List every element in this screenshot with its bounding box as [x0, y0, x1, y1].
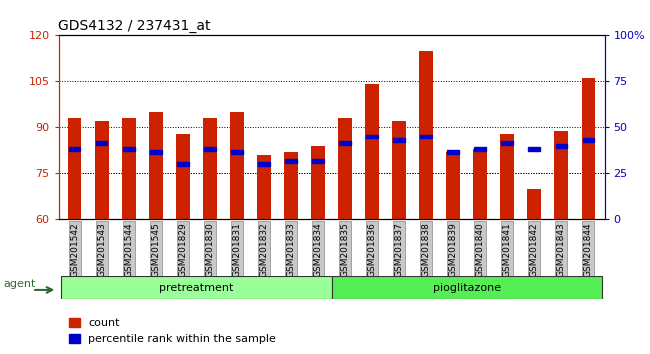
Bar [203, 118, 216, 219]
Bar [332, 276, 602, 299]
Bar [421, 135, 432, 138]
Bar [122, 118, 136, 219]
Bar [367, 135, 378, 138]
Bar [149, 112, 162, 219]
Bar [123, 147, 135, 151]
Bar [177, 162, 188, 166]
Text: GSM201829: GSM201829 [178, 222, 187, 277]
Text: GSM201835: GSM201835 [341, 222, 350, 277]
Text: GSM201833: GSM201833 [287, 222, 296, 277]
Bar [338, 118, 352, 219]
Text: GSM201842: GSM201842 [530, 222, 539, 277]
Bar [473, 149, 487, 219]
Bar [285, 159, 296, 163]
Bar [393, 138, 405, 142]
Text: GSM201543: GSM201543 [98, 222, 106, 277]
Bar [528, 147, 540, 151]
Bar [231, 150, 242, 154]
Text: GSM201544: GSM201544 [124, 222, 133, 277]
Bar [69, 147, 81, 151]
Text: GDS4132 / 237431_at: GDS4132 / 237431_at [58, 19, 211, 33]
Text: GSM201837: GSM201837 [395, 222, 404, 277]
Text: GSM201836: GSM201836 [367, 222, 376, 277]
Bar [393, 121, 406, 219]
Bar [311, 146, 325, 219]
Bar [312, 159, 324, 163]
Bar [554, 131, 568, 219]
Bar [501, 141, 513, 145]
Bar [68, 118, 81, 219]
Bar [258, 162, 270, 166]
Text: GSM201830: GSM201830 [205, 222, 214, 277]
Bar [582, 138, 594, 142]
Text: GSM201831: GSM201831 [233, 222, 241, 277]
Bar [556, 144, 567, 148]
Bar [474, 147, 486, 151]
Legend: count, percentile rank within the sample: count, percentile rank within the sample [64, 313, 281, 349]
Bar [527, 189, 541, 219]
Bar [365, 85, 379, 219]
Text: GSM201840: GSM201840 [476, 222, 485, 277]
Bar [582, 78, 595, 219]
Bar [204, 147, 216, 151]
Text: pretreatment: pretreatment [159, 282, 233, 293]
Bar [176, 133, 190, 219]
Bar [500, 133, 514, 219]
Text: GSM201839: GSM201839 [448, 222, 458, 277]
Text: GSM201843: GSM201843 [557, 222, 566, 277]
Bar [419, 51, 433, 219]
Text: GSM201545: GSM201545 [151, 222, 161, 277]
Text: agent: agent [3, 279, 35, 289]
Bar [61, 276, 332, 299]
Bar [96, 141, 107, 145]
Text: GSM201841: GSM201841 [502, 222, 512, 277]
Text: GSM201838: GSM201838 [422, 222, 430, 277]
Bar [339, 141, 351, 145]
Text: GSM201844: GSM201844 [584, 222, 593, 277]
Text: pioglitazone: pioglitazone [433, 282, 500, 293]
Bar [447, 150, 459, 154]
Text: GSM201832: GSM201832 [259, 222, 268, 277]
Bar [150, 150, 162, 154]
Bar [257, 155, 270, 219]
Bar [447, 152, 460, 219]
Bar [284, 152, 298, 219]
Text: GSM201834: GSM201834 [313, 222, 322, 277]
Bar [230, 112, 244, 219]
Bar [95, 121, 109, 219]
Text: GSM201542: GSM201542 [70, 222, 79, 277]
